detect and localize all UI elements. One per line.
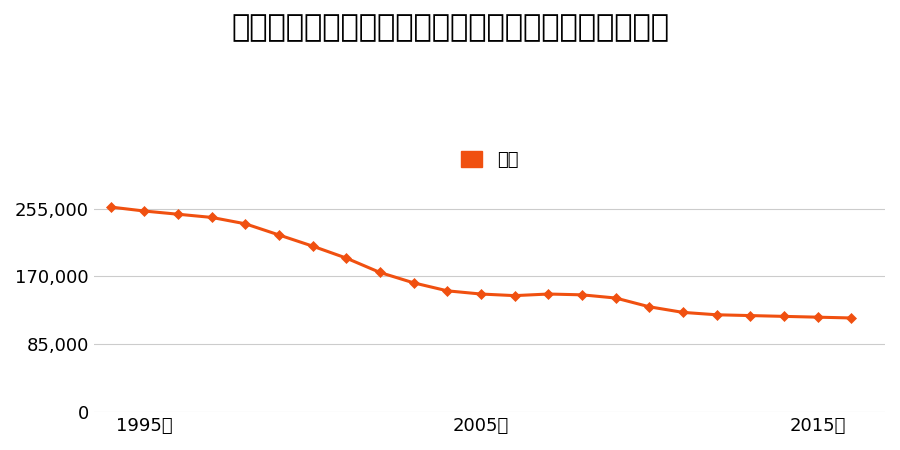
- Text: 大阪府大阪市鶴見区今津北４丁目６番１５の地価推移: 大阪府大阪市鶴見区今津北４丁目６番１５の地価推移: [231, 14, 669, 42]
- Legend: 価格: 価格: [454, 144, 526, 176]
